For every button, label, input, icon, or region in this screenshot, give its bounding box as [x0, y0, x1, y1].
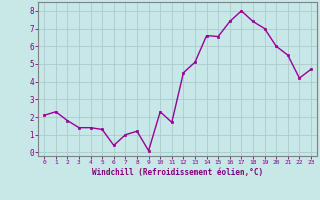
- X-axis label: Windchill (Refroidissement éolien,°C): Windchill (Refroidissement éolien,°C): [92, 168, 263, 177]
